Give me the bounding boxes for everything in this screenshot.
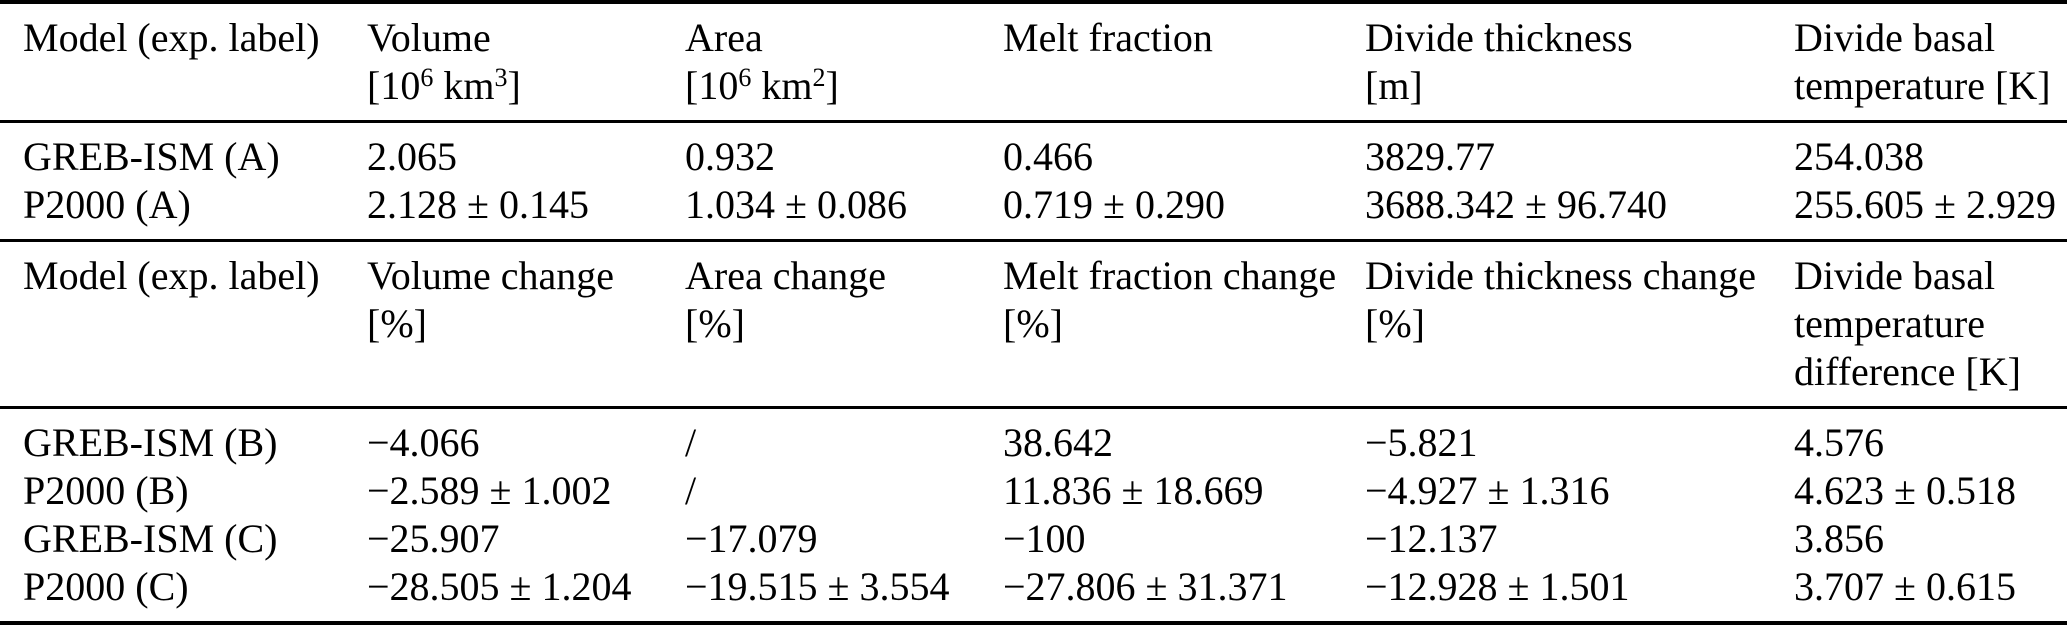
cell-area-change: / bbox=[685, 420, 697, 465]
column-title: Volume bbox=[367, 15, 491, 60]
column-title: Divide basal bbox=[1794, 253, 1996, 298]
header-row: Model (exp. label) Volume change [%] Are… bbox=[23, 252, 2067, 396]
table-row: GREB-ISM (B) −4.066 / 38.642 −5.821 4.57… bbox=[23, 419, 2067, 467]
table-mid-rule bbox=[0, 406, 2067, 409]
cell-volume-change: −2.589 ± 1.002 bbox=[367, 468, 612, 513]
section2-body: GREB-ISM (B) −4.066 / 38.642 −5.821 4.57… bbox=[23, 409, 2067, 621]
column-title: Melt fraction bbox=[1003, 15, 1213, 60]
unit-text: ] bbox=[507, 63, 521, 108]
cell-model: P2000 (C) bbox=[23, 564, 189, 609]
column-unit: [%] bbox=[685, 301, 745, 346]
header-divide-basal-temperature-difference: Divide basal temperature difference [K] bbox=[1794, 252, 2067, 396]
cell-volume-change: −28.505 ± 1.204 bbox=[367, 564, 632, 609]
column-unit: [106 km2] bbox=[685, 62, 1003, 110]
column-title: Area change bbox=[685, 253, 886, 298]
header-model-label: Model (exp. label) bbox=[23, 252, 367, 300]
unit-text: [10 bbox=[685, 63, 739, 108]
table-row: GREB-ISM (A) 2.065 0.932 0.466 3829.77 2… bbox=[23, 133, 2067, 181]
cell-area-change: −19.515 ± 3.554 bbox=[685, 564, 950, 609]
cell-divide-basal-temperature-difference: 4.576 bbox=[1794, 420, 1884, 465]
cell-area: 1.034 ± 0.086 bbox=[685, 182, 907, 227]
cell-divide-basal-temperature-difference: 3.856 bbox=[1794, 516, 1884, 561]
unit-superscript: 6 bbox=[738, 63, 752, 92]
cell-divide-basal-temperature-difference: 4.623 ± 0.518 bbox=[1794, 468, 2016, 513]
table-bottom-rule bbox=[0, 621, 2067, 625]
cell-melt-fraction-change: −27.806 ± 31.371 bbox=[1003, 564, 1288, 609]
column-unit: [106 km3] bbox=[367, 62, 685, 110]
cell-area-change: −17.079 bbox=[685, 516, 818, 561]
column-title: Model (exp. label) bbox=[23, 15, 320, 60]
cell-melt-fraction-change: 38.642 bbox=[1003, 420, 1113, 465]
cell-melt-fraction-change: 11.836 ± 18.669 bbox=[1003, 468, 1264, 513]
column-title: Divide thickness bbox=[1365, 15, 1633, 60]
cell-volume-change: −4.066 bbox=[367, 420, 480, 465]
cell-divide-thickness-change: −12.928 ± 1.501 bbox=[1365, 564, 1630, 609]
cell-divide-basal-temperature: 254.038 bbox=[1794, 134, 1924, 179]
cell-divide-basal-temperature-difference: 3.707 ± 0.615 bbox=[1794, 564, 2016, 609]
cell-volume: 2.128 ± 0.145 bbox=[367, 182, 589, 227]
table-row: P2000 (A) 2.128 ± 0.145 1.034 ± 0.086 0.… bbox=[23, 181, 2067, 229]
cell-model: GREB-ISM (A) bbox=[23, 134, 280, 179]
column-unit: [%] bbox=[1365, 301, 1425, 346]
column-unit: [%] bbox=[367, 301, 427, 346]
unit-text: ] bbox=[825, 63, 839, 108]
column-title: temperature [K] bbox=[1794, 63, 2051, 108]
column-unit: [%] bbox=[1003, 301, 1063, 346]
cell-divide-thickness: 3688.342 ± 96.740 bbox=[1365, 182, 1667, 227]
section1-header: Model (exp. label) Volume [106 km3] Area… bbox=[23, 4, 2067, 120]
column-title: temperature bbox=[1794, 301, 1985, 346]
header-row: Model (exp. label) Volume [106 km3] Area… bbox=[23, 14, 2067, 110]
unit-superscript: 6 bbox=[420, 63, 434, 92]
column-title: Divide thickness change bbox=[1365, 253, 1756, 298]
table-top-rule bbox=[0, 0, 2067, 4]
cell-melt-fraction-change: −100 bbox=[1003, 516, 1086, 561]
header-area: Area [106 km2] bbox=[685, 14, 1003, 110]
unit-text: [10 bbox=[367, 63, 421, 108]
column-title: Model (exp. label) bbox=[23, 253, 320, 298]
column-unit: [m] bbox=[1365, 63, 1423, 108]
table-mid-rule bbox=[0, 239, 2067, 242]
header-volume-change: Volume change [%] bbox=[367, 252, 685, 348]
section2-header: Model (exp. label) Volume change [%] Are… bbox=[23, 242, 2067, 406]
cell-model: GREB-ISM (B) bbox=[23, 420, 278, 465]
column-title: Divide basal bbox=[1794, 15, 1996, 60]
cell-divide-thickness: 3829.77 bbox=[1365, 134, 1495, 179]
header-divide-thickness: Divide thickness [m] bbox=[1365, 14, 1794, 110]
cell-melt-fraction: 0.466 bbox=[1003, 134, 1093, 179]
cell-melt-fraction: 0.719 ± 0.290 bbox=[1003, 182, 1225, 227]
cell-model: P2000 (B) bbox=[23, 468, 189, 513]
header-area-change: Area change [%] bbox=[685, 252, 1003, 348]
cell-area-change: / bbox=[685, 468, 697, 513]
cell-divide-thickness-change: −5.821 bbox=[1365, 420, 1478, 465]
column-title: Melt fraction change bbox=[1003, 253, 1337, 298]
section1-body: GREB-ISM (A) 2.065 0.932 0.466 3829.77 2… bbox=[23, 123, 2067, 239]
unit-text: km bbox=[751, 63, 813, 108]
cell-area: 0.932 bbox=[685, 134, 775, 179]
column-title: Area bbox=[685, 15, 763, 60]
table-row: GREB-ISM (C) −25.907 −17.079 −100 −12.13… bbox=[23, 515, 2067, 563]
column-title: difference [K] bbox=[1794, 349, 2021, 394]
column-title: Volume change bbox=[367, 253, 614, 298]
cell-divide-basal-temperature: 255.605 ± 2.929 bbox=[1794, 182, 2056, 227]
cell-divide-thickness-change: −4.927 ± 1.316 bbox=[1365, 468, 1610, 513]
cell-volume-change: −25.907 bbox=[367, 516, 500, 561]
unit-text: km bbox=[433, 63, 495, 108]
cell-model: P2000 (A) bbox=[23, 182, 191, 227]
unit-superscript: 3 bbox=[494, 63, 508, 92]
cell-model: GREB-ISM (C) bbox=[23, 516, 278, 561]
header-volume: Volume [106 km3] bbox=[367, 14, 685, 110]
unit-superscript: 2 bbox=[812, 63, 826, 92]
header-melt-fraction-change: Melt fraction change [%] bbox=[1003, 252, 1365, 348]
header-melt-fraction: Melt fraction bbox=[1003, 14, 1365, 62]
cell-volume: 2.065 bbox=[367, 134, 457, 179]
cell-divide-thickness-change: −12.137 bbox=[1365, 516, 1498, 561]
table-row: P2000 (C) −28.505 ± 1.204 −19.515 ± 3.55… bbox=[23, 563, 2067, 611]
table-row: P2000 (B) −2.589 ± 1.002 / 11.836 ± 18.6… bbox=[23, 467, 2067, 515]
header-divide-thickness-change: Divide thickness change [%] bbox=[1365, 252, 1794, 348]
header-model-label: Model (exp. label) bbox=[23, 14, 367, 62]
header-divide-basal-temperature: Divide basal temperature [K] bbox=[1794, 14, 2067, 110]
table-mid-rule bbox=[0, 120, 2067, 123]
